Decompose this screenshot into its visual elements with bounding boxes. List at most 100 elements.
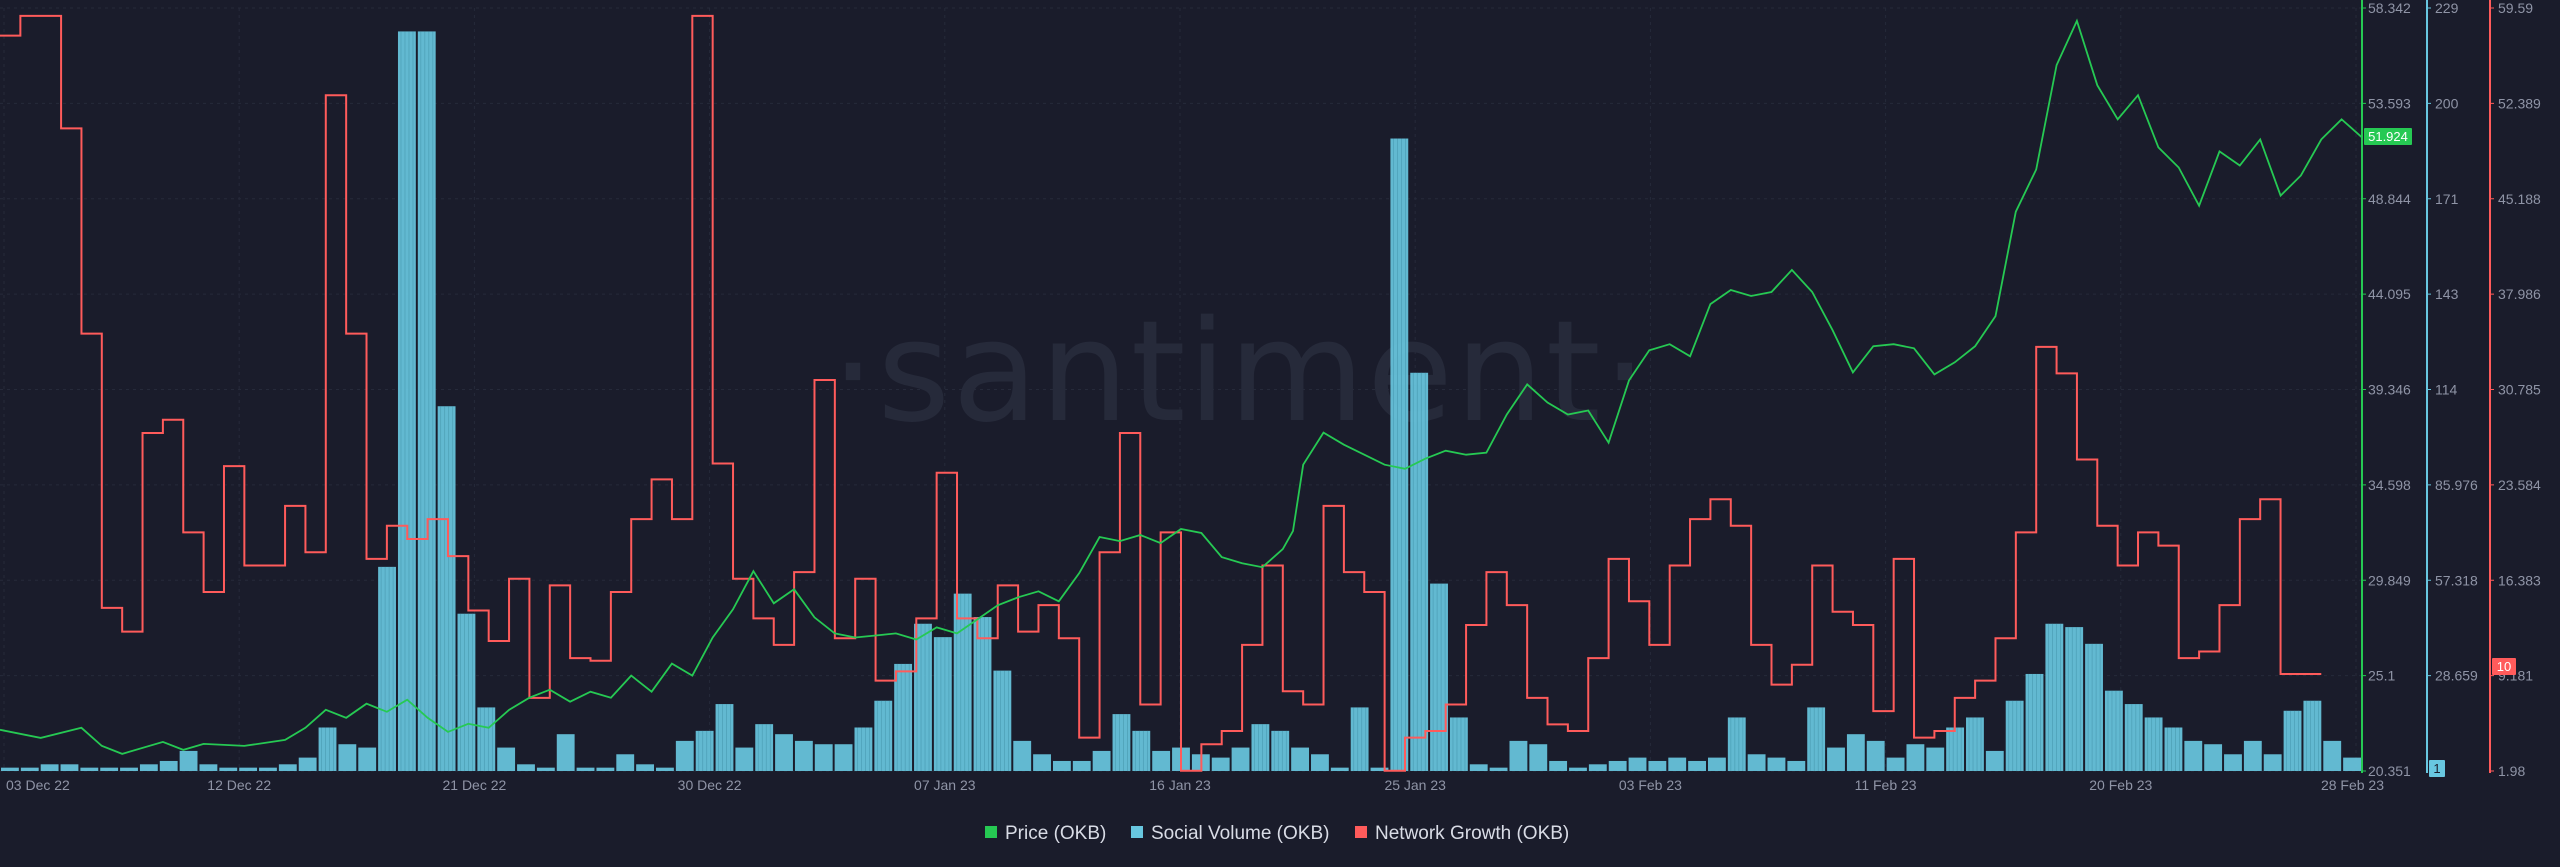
social-volume-bar (1767, 757, 1786, 771)
network-growth-series (0, 14, 2322, 772)
social-volume-bar (1271, 730, 1290, 771)
social-volume-bar (1052, 760, 1071, 771)
social-volume-bar (1985, 750, 2004, 771)
social-volume-bar (1608, 760, 1627, 771)
social-volume-bar (2323, 740, 2342, 771)
social-volume-bar (1926, 747, 1945, 771)
legend-label: Network Growth (OKB) (1375, 823, 1569, 844)
price-axis-tick-label: 34.598 (2368, 477, 2411, 493)
social-volume-bar (2263, 754, 2282, 771)
social-volume-bar (2243, 740, 2262, 771)
social-volume-bar (1648, 760, 1667, 771)
network-growth-axis-tick-label: 1.98 (2498, 763, 2525, 779)
network-growth-axis-tick-label: 59.59 (2498, 0, 2533, 16)
social-volume-bar (1132, 730, 1151, 771)
social-volume-bar (1569, 767, 1587, 771)
social-volume-bar (159, 760, 178, 771)
social-volume-bar (536, 767, 555, 771)
social-volume-bar (616, 754, 635, 771)
price-axis-tick-label: 53.593 (2368, 95, 2411, 111)
social-volume-bar (1072, 760, 1091, 771)
social-volume-bar (656, 767, 674, 771)
social-volume-bars (1, 31, 2361, 772)
network-growth-axis-tick-label: 52.389 (2498, 95, 2541, 111)
legend-label: Price (OKB) (1005, 823, 1106, 844)
social-volume-bar (1707, 757, 1726, 771)
network-growth-axis-tick-label: 30.785 (2498, 382, 2541, 398)
network-current-value-badge (2492, 658, 2516, 675)
social-volume-axis-tick-label: 114 (2435, 382, 2458, 398)
social-volume-bar (298, 757, 317, 771)
social-volume-bar (239, 767, 258, 771)
social-volume-bar (1311, 754, 1329, 771)
x-tick-label: 03 Dec 22 (6, 777, 70, 793)
legend-item[interactable]: Network Growth (OKB) (1355, 823, 1569, 844)
social-volume-bar (2283, 710, 2302, 771)
social-volume-bar (1807, 707, 1826, 771)
social-volume-bar (1330, 767, 1349, 771)
social-volume-bar (775, 734, 793, 771)
price-axis-tick-label: 58.342 (2368, 0, 2411, 16)
x-tick-label: 28 Feb 23 (2321, 777, 2384, 793)
social-volume-bar (973, 617, 992, 771)
social-volume-bar (1787, 760, 1806, 771)
x-tick-label: 20 Feb 23 (2089, 777, 2152, 793)
social-volume-bar (1549, 760, 1568, 771)
social-volume-bar (953, 593, 972, 771)
social-volume-bar (179, 750, 198, 771)
price-axis-tick-label: 39.346 (2368, 382, 2411, 398)
social-volume-bar (259, 767, 277, 771)
social-volume-bar (1827, 747, 1845, 771)
social-volume-bar (1231, 747, 1250, 771)
social-volume-bar (1866, 740, 1885, 771)
social-volume-bar (1, 767, 19, 771)
social-volume-bar (2124, 704, 2143, 771)
social-volume-bar (497, 747, 516, 771)
social-volume-bar (695, 730, 714, 771)
social-volume-bar (437, 406, 456, 771)
social-volume-bar (894, 663, 913, 771)
social-volume-bar (199, 764, 218, 771)
price-axis-tick-label: 44.095 (2368, 286, 2411, 302)
network-current-value: 10 (2497, 659, 2511, 674)
social-volume-bar (1152, 750, 1171, 771)
legend-item[interactable]: Price (OKB) (985, 823, 1106, 844)
social-volume-bar (1906, 744, 1925, 771)
social-volume-bar (1112, 714, 1131, 771)
social-volume-bar (755, 724, 774, 771)
social-volume-bar (1588, 764, 1607, 771)
social-volume-bar (1946, 727, 1965, 771)
legend-item[interactable]: Social Volume (OKB) (1131, 823, 1329, 844)
social-volume-bar (1489, 767, 1508, 771)
social-volume-bar (993, 670, 1012, 771)
social-current-value-badge (2429, 760, 2445, 777)
social-volume-bar (397, 31, 416, 772)
social-volume-bar (40, 764, 59, 771)
santiment-watermark: ·santiment· (831, 291, 1649, 454)
legend-swatch (1355, 826, 1367, 838)
social-volume-bar (358, 747, 377, 771)
social-volume-bar (2144, 717, 2163, 771)
social-volume-axis-tick-label: 171 (2435, 191, 2459, 207)
social-volume-bar (1390, 138, 1409, 771)
x-tick-label: 11 Feb 23 (1855, 777, 1917, 793)
social-volume-bar (1529, 744, 1548, 771)
social-volume-bar (1430, 583, 1448, 771)
social-volume-bar (318, 727, 337, 771)
social-volume-bar (596, 767, 615, 771)
network-growth-line (0, 14, 2322, 772)
social-volume-bar (1251, 724, 1270, 771)
social-volume-bar (1509, 740, 1528, 771)
legend[interactable]: Price (OKB) Social Volume (OKB) Network Gr… (985, 823, 1569, 844)
price-axis-tick-label: 29.849 (2368, 572, 2411, 588)
price-axis-tick-label: 48.844 (2368, 191, 2411, 207)
social-volume-bar (1013, 740, 1032, 771)
social-volume-bar (1350, 707, 1369, 771)
social-volume-bar (120, 767, 138, 771)
social-volume-bar (675, 740, 694, 771)
social-volume-bar (457, 613, 476, 771)
social-volume-bar (2025, 673, 2044, 771)
x-tick-label: 12 Dec 22 (207, 777, 271, 793)
x-tick-label: 03 Feb 23 (1619, 777, 1682, 793)
